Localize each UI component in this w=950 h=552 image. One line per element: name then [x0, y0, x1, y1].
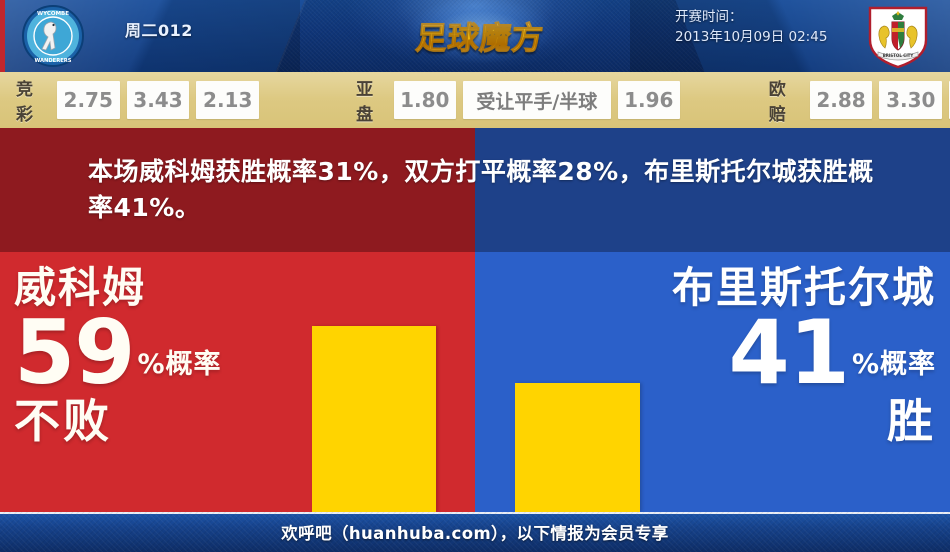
svg-text:BRISTOL CITY: BRISTOL CITY: [883, 53, 914, 58]
odds-group-european: 欧赔 2.88 3.30 2.25: [769, 75, 950, 125]
footer-texture: [0, 512, 950, 552]
summary-band: 本场威科姆获胜概率31%，双方打平概率28%，布里斯托尔城获胜概率41%。: [0, 128, 950, 252]
away-team-crest-icon: BRISTOL CITY: [868, 6, 928, 69]
odds-label-jingcai: 竞彩: [16, 80, 33, 125]
site-logo[interactable]: 足球魔方: [380, 0, 580, 72]
home-percent-suffix: %概率: [137, 349, 222, 381]
odds-cell-european-home[interactable]: 2.88: [809, 81, 873, 119]
kickoff-label: 开赛时间：: [675, 9, 743, 25]
odds-cell-asian-home[interactable]: 1.80: [393, 81, 456, 119]
probability-chart: 威科姆 59 %概率 不败 布里斯托尔城 41 %概率 胜: [0, 252, 950, 512]
home-verdict: 不败: [14, 394, 112, 449]
home-percent-value: 59: [14, 300, 135, 404]
footer-divider: [0, 512, 950, 514]
away-percent-value: 41: [728, 300, 849, 404]
kickoff-value: 2013年10月09日 02:45: [675, 28, 828, 45]
odds-group-jingcai: 竞彩 2.75 3.43 2.13: [16, 75, 266, 125]
away-percent-row: 41 %概率: [596, 300, 936, 404]
odds-label-asian: 亚盘: [356, 80, 374, 125]
probability-summary-text: 本场威科姆获胜概率31%，双方打平概率28%，布里斯托尔城获胜概率41%。: [88, 157, 874, 223]
kickoff-time-block: 开赛时间： 2013年10月09日 02:45: [675, 8, 827, 47]
away-team-block: 布里斯托尔城 41 %概率 胜: [596, 263, 936, 449]
odds-cell-asian-handicap[interactable]: 受让平手/半球: [462, 81, 611, 119]
svg-text:WYCOMBE: WYCOMBE: [37, 11, 69, 17]
page-header: WYCOMBE WANDERERS BRISTOL CITY 周二012 开赛时…: [0, 0, 950, 72]
summary-band-right-bg: [475, 128, 950, 252]
footer-notice: 欢呼吧（huanhuba.com），以下情报为会员专享: [281, 524, 669, 543]
odds-bar: 竞彩 2.75 3.43 2.13 亚盘 1.80 受让平手/半球 1.96 欧…: [0, 72, 950, 128]
match-number: 周二012: [125, 21, 193, 40]
odds-cell-jingcai-away[interactable]: 2.13: [196, 81, 260, 119]
page-footer: 欢呼吧（huanhuba.com），以下情报为会员专享: [0, 512, 950, 552]
odds-cell-asian-away[interactable]: 1.96: [617, 81, 680, 119]
odds-cell-european-draw[interactable]: 3.30: [879, 81, 943, 119]
home-team-crest-icon: WYCOMBE WANDERERS: [22, 5, 84, 67]
odds-label-european: 欧赔: [768, 80, 786, 125]
away-percent-suffix: %概率: [851, 349, 936, 381]
svg-text:WANDERERS: WANDERERS: [35, 58, 72, 64]
logo-text: 足球魔方: [414, 13, 546, 58]
away-team-name: 布里斯托尔城: [671, 263, 936, 312]
summary-band-left-bg: [0, 128, 475, 252]
home-probability-bar: [312, 326, 436, 512]
odds-group-asian: 亚盘 1.80 受让平手/半球 1.96: [356, 75, 687, 125]
home-team-name: 威科姆: [14, 263, 147, 312]
away-verdict: 胜: [887, 394, 936, 449]
away-probability-bar: [515, 383, 640, 512]
home-team-block: 威科姆 59 %概率 不败: [14, 263, 304, 449]
odds-cell-jingcai-draw[interactable]: 3.43: [126, 81, 190, 119]
left-red-edge: [0, 0, 5, 72]
odds-cell-jingcai-home[interactable]: 2.75: [56, 81, 120, 119]
home-percent-row: 59 %概率: [14, 300, 304, 404]
